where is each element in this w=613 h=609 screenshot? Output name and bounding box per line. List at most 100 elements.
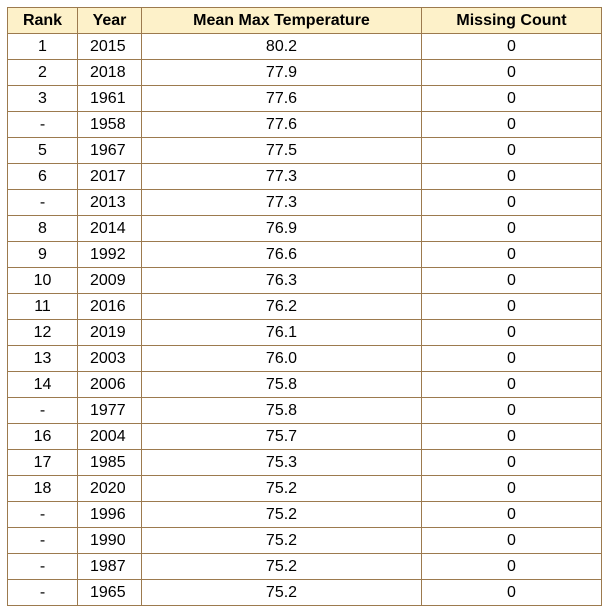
missing-count-cell: 0 — [421, 371, 602, 398]
table-row: 10 2009 76.3 0 — [7, 267, 602, 294]
rank-cell: 18 — [7, 475, 78, 502]
rank-column-header: Rank — [7, 7, 78, 34]
missing-count-cell: 0 — [421, 397, 602, 424]
year-cell: 2020 — [77, 475, 142, 502]
table-row: 1 2015 80.2 0 — [7, 33, 602, 60]
year-cell: 2013 — [77, 189, 142, 216]
table-row: -1987 75.2 0 — [7, 553, 602, 580]
rank-cell: 1 — [7, 33, 78, 60]
table-header: Rank Year Mean Max Temperature Missing C… — [7, 7, 602, 34]
rank-cell: 9 — [7, 241, 78, 268]
year-cell: 2017 — [77, 163, 142, 190]
missing-count-cell: 0 — [421, 501, 602, 528]
missing-count-cell: 0 — [421, 267, 602, 294]
rank-cell: 17 — [7, 449, 78, 476]
table-row: 12 2019 76.1 0 — [7, 319, 602, 346]
table-row: 16 2004 75.7 0 — [7, 423, 602, 450]
table-row: -2013 77.3 0 — [7, 189, 602, 216]
year-cell: 2019 — [77, 319, 142, 346]
missing-count-cell: 0 — [421, 527, 602, 554]
year-column-header: Year — [77, 7, 142, 34]
missing-count-cell: 0 — [421, 241, 602, 268]
table-row: -1977 75.8 0 — [7, 397, 602, 424]
missing-count-cell: 0 — [421, 475, 602, 502]
year-cell: 1985 — [77, 449, 142, 476]
table-row: -1965 75.2 0 — [7, 579, 602, 606]
rank-cell: - — [7, 501, 78, 528]
year-cell: 1967 — [77, 137, 142, 164]
rank-cell: 6 — [7, 163, 78, 190]
table-row: -1958 77.6 0 — [7, 111, 602, 138]
table-row: 2 2018 77.9 0 — [7, 59, 602, 86]
missing-count-cell: 0 — [421, 345, 602, 372]
year-cell: 1965 — [77, 579, 142, 606]
temperature-cell: 76.2 — [141, 293, 422, 320]
rank-cell: - — [7, 397, 78, 424]
table-row: -1996 75.2 0 — [7, 501, 602, 528]
rank-cell: 11 — [7, 293, 78, 320]
year-cell: 1958 — [77, 111, 142, 138]
year-cell: 1961 — [77, 85, 142, 112]
year-cell: 1987 — [77, 553, 142, 580]
rank-cell: 5 — [7, 137, 78, 164]
table-row: 3 1961 77.6 0 — [7, 85, 602, 112]
temperature-cell: 77.6 — [141, 85, 422, 112]
table-row: 5 1967 77.5 0 — [7, 137, 602, 164]
temperature-cell: 75.8 — [141, 397, 422, 424]
year-cell: 1990 — [77, 527, 142, 554]
year-cell: 2014 — [77, 215, 142, 242]
year-cell: 2009 — [77, 267, 142, 294]
missing-count-cell: 0 — [421, 111, 602, 138]
missing-count-cell: 0 — [421, 85, 602, 112]
rank-cell: 12 — [7, 319, 78, 346]
missing-count-cell: 0 — [421, 215, 602, 242]
missing-count-cell: 0 — [421, 579, 602, 606]
header-row: Rank Year Mean Max Temperature Missing C… — [7, 7, 602, 34]
temperature-cell: 76.1 — [141, 319, 422, 346]
year-cell: 2015 — [77, 33, 142, 60]
table-row: 8 2014 76.9 0 — [7, 215, 602, 242]
temperature-cell: 76.6 — [141, 241, 422, 268]
table-row: 17 1985 75.3 0 — [7, 449, 602, 476]
missing-count-cell: 0 — [421, 449, 602, 476]
missing-count-cell: 0 — [421, 163, 602, 190]
temperature-cell: 75.8 — [141, 371, 422, 398]
missing-count-cell: 0 — [421, 319, 602, 346]
temperature-cell: 75.2 — [141, 475, 422, 502]
rank-cell: - — [7, 579, 78, 606]
temperature-cell: 75.2 — [141, 501, 422, 528]
rank-cell: 10 — [7, 267, 78, 294]
missing-count-cell: 0 — [421, 553, 602, 580]
temperature-cell: 75.2 — [141, 527, 422, 554]
table-row: 14 2006 75.8 0 — [7, 371, 602, 398]
rank-cell: - — [7, 189, 78, 216]
year-cell: 1977 — [77, 397, 142, 424]
missing-count-cell: 0 — [421, 59, 602, 86]
temperature-cell: 77.5 — [141, 137, 422, 164]
table-row: -1990 75.2 0 — [7, 527, 602, 554]
rank-cell: 16 — [7, 423, 78, 450]
rank-cell: 8 — [7, 215, 78, 242]
missing-count-cell: 0 — [421, 293, 602, 320]
temperature-cell: 76.3 — [141, 267, 422, 294]
rank-cell: - — [7, 111, 78, 138]
year-cell: 2006 — [77, 371, 142, 398]
missing-count-cell: 0 — [421, 137, 602, 164]
year-cell: 1992 — [77, 241, 142, 268]
temperature-cell: 77.3 — [141, 189, 422, 216]
table-row: 18 2020 75.2 0 — [7, 475, 602, 502]
temperature-cell: 77.3 — [141, 163, 422, 190]
missing-count-cell: 0 — [421, 189, 602, 216]
missing-count-cell: 0 — [421, 423, 602, 450]
rank-cell: 14 — [7, 371, 78, 398]
rank-cell: - — [7, 527, 78, 554]
table-row: 9 1992 76.6 0 — [7, 241, 602, 268]
year-cell: 2004 — [77, 423, 142, 450]
year-cell: 1996 — [77, 501, 142, 528]
table-row: 6 2017 77.3 0 — [7, 163, 602, 190]
temperature-cell: 75.3 — [141, 449, 422, 476]
table-row: 11 2016 76.2 0 — [7, 293, 602, 320]
temperature-cell: 77.9 — [141, 59, 422, 86]
year-cell: 2003 — [77, 345, 142, 372]
rank-cell: 3 — [7, 85, 78, 112]
